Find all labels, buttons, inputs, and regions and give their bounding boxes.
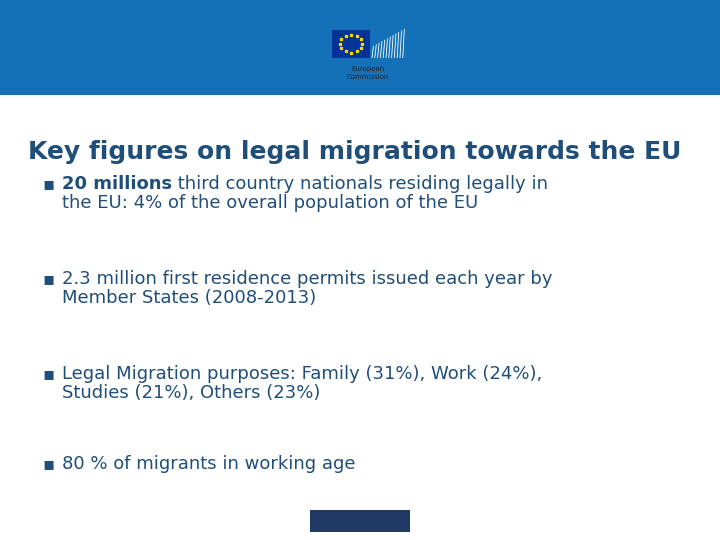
Text: Studies (21%), Others (23%): Studies (21%), Others (23%) [62,384,320,402]
Text: ▪: ▪ [42,175,54,193]
Text: ▪: ▪ [42,365,54,383]
Text: 20 millions: 20 millions [62,175,172,193]
Text: Legal Migration purposes: Family (31%), Work (24%),: Legal Migration purposes: Family (31%), … [62,365,542,383]
Text: 80 % of migrants in working age: 80 % of migrants in working age [62,455,356,473]
Text: Key figures on legal migration towards the EU: Key figures on legal migration towards t… [28,140,681,164]
Bar [310,510,410,532]
Text: Member States (2008-2013): Member States (2008-2013) [62,289,316,307]
Text: ▪: ▪ [42,455,54,473]
Bar [332,30,370,57]
Text: third country nationals residing legally in: third country nationals residing legally… [172,175,548,193]
Bar [0,0,720,95]
Text: ▪: ▪ [42,270,54,288]
Text: European
Commission: European Commission [347,66,390,80]
Text: 2.3 million first residence permits issued each year by: 2.3 million first residence permits issu… [62,270,552,288]
Text: the EU: 4% of the overall population of the EU: the EU: 4% of the overall population of … [62,194,478,212]
